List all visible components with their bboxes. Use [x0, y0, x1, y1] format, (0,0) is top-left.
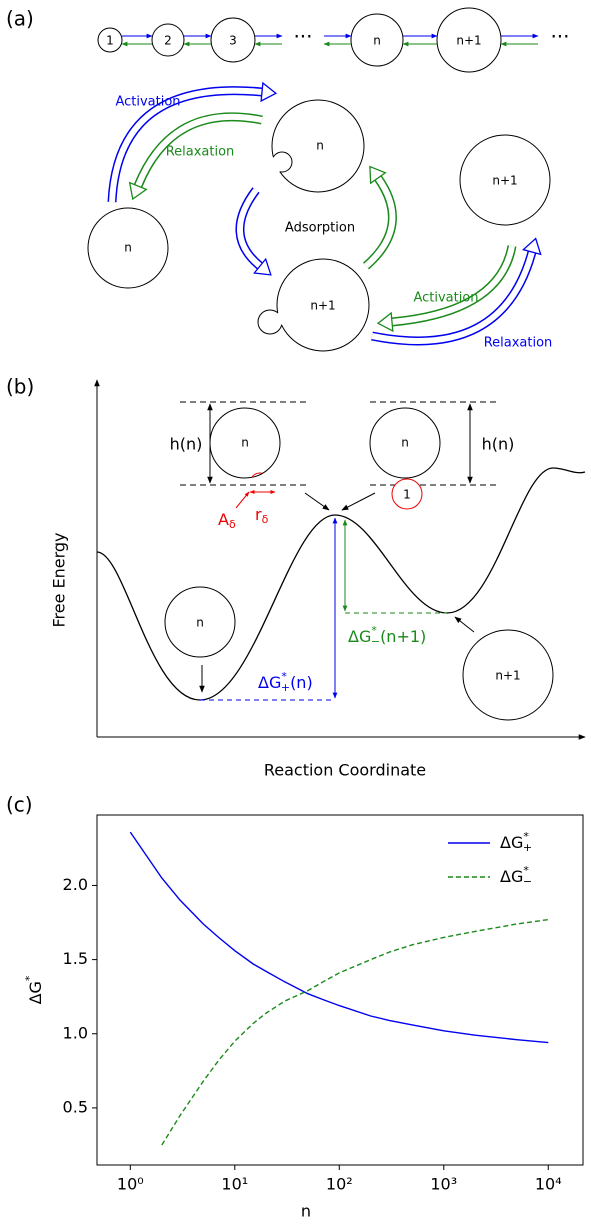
process-label: Relaxation: [166, 145, 235, 160]
ellipsis: ···: [550, 25, 569, 49]
panel-label: (c): [6, 793, 33, 817]
monomer-label: 1: [403, 488, 411, 502]
cluster-label: n: [196, 616, 204, 630]
pointer: [342, 493, 375, 510]
main: ΔG: [348, 627, 371, 646]
y-tick-label: 1.5: [63, 949, 88, 968]
cluster-label: n: [373, 34, 381, 48]
panel-label: (b): [6, 375, 34, 399]
contact-area: [250, 473, 270, 493]
sub: δ: [262, 513, 269, 526]
pointer: [305, 493, 329, 510]
radius-label: rδ: [255, 505, 269, 527]
series-line: [130, 832, 548, 1043]
figure: (a) 1 2 3 ··· n n+1 ··· n n n+1 n+1 Acti…: [0, 0, 591, 1228]
axis-label: Reaction Coordinate: [264, 761, 426, 780]
adatom: [258, 310, 282, 334]
area-label: Aδ: [218, 510, 236, 532]
series-line: [162, 920, 549, 1145]
arrow-inner: [240, 190, 260, 266]
main: A: [218, 510, 229, 529]
y-tick-label: 2.0: [63, 875, 88, 894]
main: ΔG: [258, 673, 281, 692]
sub: +: [281, 681, 290, 694]
cluster-label: n+1: [495, 669, 520, 683]
ellipsis: ···: [293, 25, 312, 49]
cluster-label: n+1: [310, 299, 335, 313]
legend-label: ΔG*+: [500, 830, 532, 854]
process-label: Relaxation: [484, 336, 553, 351]
barrier-label: ΔG*−(n+1): [348, 624, 426, 648]
cluster-label: n: [316, 139, 324, 153]
barrier-label: ΔG*+(n): [258, 670, 313, 694]
sub: −: [371, 635, 380, 648]
panel-a: (a) 1 2 3 ··· n n+1 ··· n n n+1 n+1 Acti…: [6, 7, 570, 352]
x-axis-label: n: [301, 1202, 311, 1221]
arrow-head: [523, 238, 540, 254]
legend-label: ΔG*−: [500, 864, 532, 888]
pointer: [236, 492, 249, 508]
axis-label: Free Energy: [50, 532, 69, 627]
height-label: h(n): [482, 435, 515, 454]
sub: δ: [229, 518, 236, 531]
height-label: h(n): [170, 435, 203, 454]
x-tick-label: 10²: [326, 1175, 353, 1194]
cluster-label: n+1: [492, 174, 517, 188]
x-tick-label: 10⁴: [535, 1175, 562, 1194]
cluster-label: n+1: [456, 34, 481, 48]
cluster-label: n: [241, 436, 249, 450]
x-tick-label: 10¹: [221, 1175, 248, 1194]
cluster-label: 1: [106, 34, 114, 48]
panel-label: (a): [6, 7, 34, 31]
process-label: Activation: [115, 95, 180, 110]
process-label: Adsorption: [285, 221, 355, 236]
cluster-label: 2: [164, 34, 172, 48]
x-tick-label: 10⁰: [117, 1175, 144, 1194]
pointer: [455, 617, 474, 632]
panel-b: (b) Free Energy Reaction Coordinate h(n)…: [6, 375, 585, 780]
tail: (n+1): [380, 627, 426, 646]
arrow-head: [378, 313, 393, 331]
y-tick-label: 1.0: [63, 1023, 88, 1042]
cluster-label: n: [124, 241, 132, 255]
arrow-head: [261, 83, 276, 101]
process-label: Activation: [413, 291, 478, 306]
cluster-label: 3: [229, 34, 237, 48]
panel-c: (c) n ΔG* 10⁰ 10¹ 10² 10³ 10⁴ 0.5 1.0 1.5 2.0 ΔG*…: [6, 793, 583, 1221]
cluster-label: n: [401, 436, 409, 450]
y-axis-label: ΔG*: [23, 975, 45, 1004]
tail: (n): [290, 673, 313, 692]
x-tick-label: 10³: [430, 1175, 457, 1194]
y-tick-label: 0.5: [63, 1097, 88, 1116]
